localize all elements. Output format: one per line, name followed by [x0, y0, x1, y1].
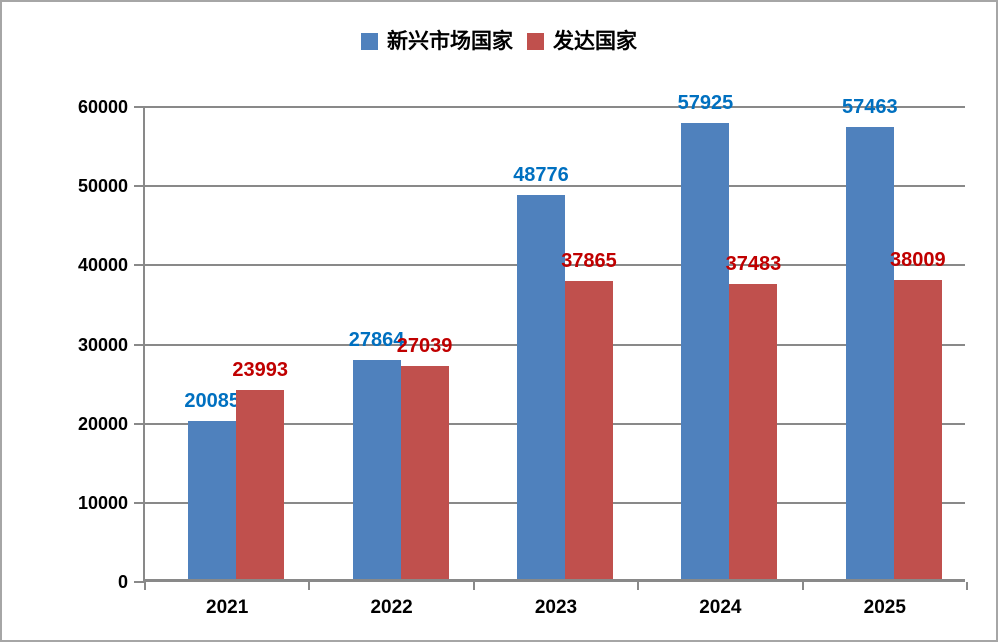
bar-发达国家-2024	[729, 284, 778, 579]
bar-value-label: 37865	[561, 250, 617, 273]
y-axis-tick	[134, 581, 145, 583]
x-axis-label: 2021	[206, 597, 249, 618]
legend-item-developed: 发达国家	[527, 31, 637, 52]
legend-label-developed: 发达国家	[553, 30, 637, 53]
bar-value-label: 48776	[513, 164, 569, 187]
y-axis-label: 60000	[77, 97, 128, 117]
y-axis-label: 10000	[77, 492, 128, 513]
bar-发达国家-2021	[236, 390, 285, 579]
x-axis-tick	[801, 582, 804, 590]
y-axis-label: 0	[117, 572, 128, 592]
x-axis-tick	[144, 582, 146, 590]
bar-value-label: 57463	[841, 95, 898, 118]
x-axis-tick	[637, 582, 640, 590]
bar-新兴市场国家-2021	[188, 421, 237, 579]
bar-value-label: 57925	[677, 92, 734, 115]
y-axis-tick	[134, 343, 145, 346]
y-axis-tick	[134, 185, 145, 188]
legend-swatch-blue	[361, 33, 378, 50]
x-axis-label: 2022	[370, 597, 413, 618]
bar-发达国家-2023	[565, 281, 613, 579]
x-axis-label: 2024	[699, 597, 742, 618]
gridline	[145, 185, 965, 188]
x-axis-tick	[308, 582, 311, 590]
bar-value-label: 37483	[725, 253, 782, 276]
y-axis-label: 20000	[77, 413, 128, 434]
legend-label-emerging-markets: 新兴市场国家	[387, 30, 513, 53]
bar-value-label: 23993	[232, 359, 288, 382]
y-axis-tick	[134, 501, 145, 504]
gridline	[145, 106, 965, 108]
y-axis-tick	[134, 264, 145, 267]
y-axis-tick	[134, 422, 145, 425]
y-axis-label: 50000	[77, 176, 128, 197]
x-axis-label: 2025	[863, 597, 906, 618]
bar-value-label: 20085	[184, 390, 240, 412]
y-axis-label: 40000	[77, 255, 128, 276]
bar-新兴市场国家-2023	[517, 195, 565, 579]
x-axis-tick	[966, 582, 968, 590]
legend-item-emerging-markets: 新兴市场国家	[361, 31, 513, 52]
plot-area: 2021 2022 2023 2024 2025 20085 27864 48776 57925…	[134, 93, 968, 617]
bar-发达国家-2025	[893, 280, 942, 579]
bar-value-label: 27864	[348, 328, 405, 351]
bar-value-label: 27039	[396, 335, 453, 358]
bar-新兴市场国家-2025	[845, 126, 894, 579]
bar-新兴市场国家-2022	[352, 359, 401, 579]
x-axis-label: 2023	[534, 597, 578, 618]
bar-发达国家-2022	[400, 366, 449, 579]
bar-新兴市场国家-2024	[681, 123, 730, 579]
bar-value-label: 38009	[889, 249, 946, 271]
x-axis-tick	[472, 582, 475, 590]
y-axis-label: 30000	[77, 334, 128, 355]
y-axis-tick	[134, 106, 145, 108]
legend-swatch-red	[527, 33, 544, 50]
legend: 新兴市场国家 发达国家	[2, 31, 996, 52]
